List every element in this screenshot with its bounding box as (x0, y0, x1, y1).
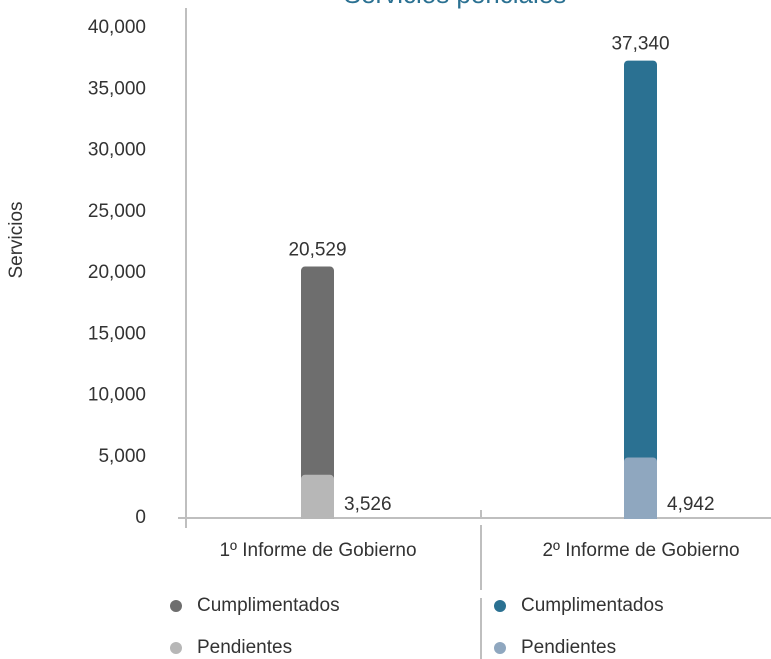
value-label: 3,526 (344, 494, 392, 515)
bar (624, 457, 657, 522)
y-tick-label: 5,000 (98, 446, 146, 467)
y-tick-label: 15,000 (88, 323, 146, 344)
value-label: 37,340 (611, 34, 669, 55)
chart-title: Servicios periciales (344, 0, 567, 9)
y-tick-label: 0 (135, 507, 146, 528)
bar (624, 60, 657, 523)
legend-label: Cumplimentados (521, 595, 664, 616)
x-tick-label: 1º Informe de Gobierno (219, 540, 416, 561)
x-tick-label: 2º Informe de Gobierno (542, 540, 739, 561)
legend-label: Pendientes (197, 637, 292, 658)
value-label: 20,529 (288, 240, 346, 261)
y-tick-label: 25,000 (88, 201, 146, 222)
bar (301, 474, 334, 522)
y-tick-label: 35,000 (88, 78, 146, 99)
legend-swatch (170, 642, 182, 654)
y-axis-label: Servicios (6, 201, 27, 278)
y-tick-label: 30,000 (88, 140, 146, 161)
legend-swatch (170, 600, 182, 612)
value-label: 4,942 (667, 494, 715, 515)
y-tick-label: 10,000 (88, 385, 146, 406)
legend-swatch (494, 600, 506, 612)
legend-label: Cumplimentados (197, 595, 340, 616)
legend-label: Pendientes (521, 637, 616, 658)
baseline-mask (190, 519, 770, 525)
bar (301, 266, 334, 522)
y-tick-label: 40,000 (88, 17, 146, 38)
legend-swatch (494, 642, 506, 654)
y-tick-label: 20,000 (88, 262, 146, 283)
